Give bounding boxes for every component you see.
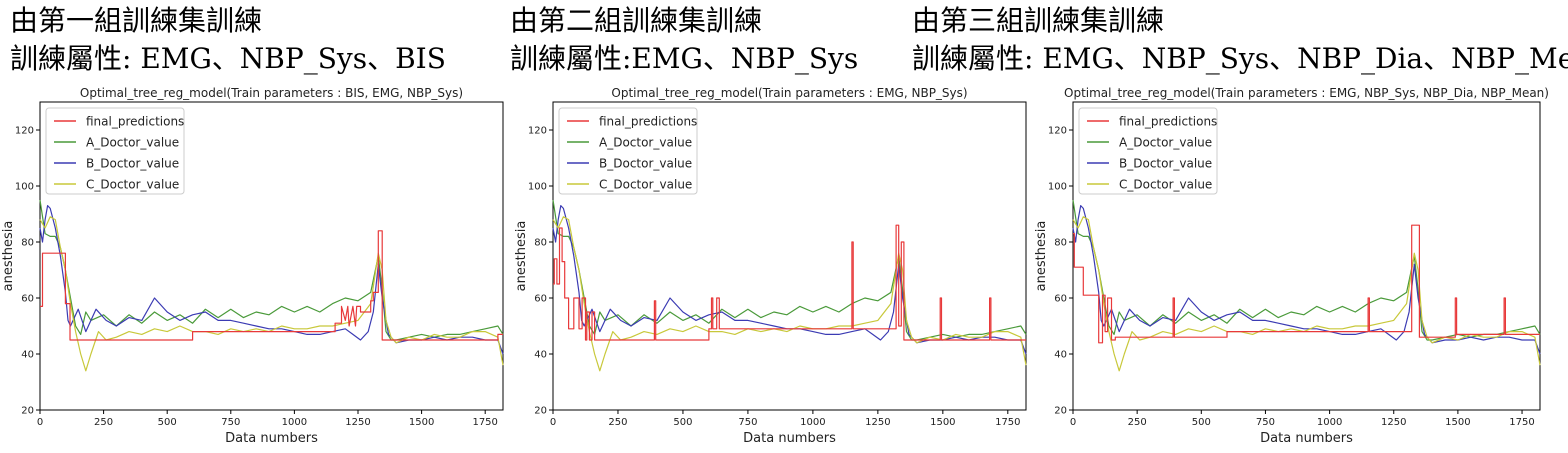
chart-3-caption-line1: 由第三組訓練集訓練 xyxy=(912,4,1165,37)
chart-3-legend-box xyxy=(1078,107,1218,195)
chart-3-ytick-label: 120 xyxy=(1048,126,1067,137)
chart-3-series-b-doctor-value xyxy=(1072,204,1541,355)
chart-2-ylabel: anesthesia xyxy=(514,221,529,292)
chart-3-ytick-label: 100 xyxy=(1048,182,1067,193)
chart-1-ytick-label: 80 xyxy=(21,238,34,249)
chart-3-ylabel: anesthesia xyxy=(1034,221,1049,292)
chart-2-series-final-predictions xyxy=(553,224,1026,341)
chart-2: Optimal_tree_reg_model(Train parameters … xyxy=(514,86,1027,446)
chart-1-ytick-label: 60 xyxy=(21,294,34,305)
chart-1-legend-label: A_Doctor_value xyxy=(86,136,179,150)
chart-1-xtick-label: 750 xyxy=(221,417,240,428)
chart-1-ytick-label: 100 xyxy=(15,182,34,193)
chart-1-caption-line2: 訓練屬性: EMG、NBP_Sys、BIS xyxy=(10,42,446,75)
chart-2-ytick-label: 100 xyxy=(528,182,547,193)
chart-1-series-c-doctor-value xyxy=(39,216,504,372)
chart-1-title: Optimal_tree_reg_model(Train parameters … xyxy=(80,86,463,100)
chart-2-xtick-label: 250 xyxy=(608,417,627,428)
chart-1-caption: 由第一組訓練集訓練 訓練屬性: EMG、NBP_Sys、BIS xyxy=(10,2,446,78)
chart-2-ytick-label: 120 xyxy=(528,126,547,137)
chart-3-xtick-label: 250 xyxy=(1128,417,1147,428)
chart-3-xlabel: Data numbers xyxy=(1260,431,1353,446)
chart-1-legend-label: final_predictions xyxy=(86,115,184,129)
chart-3-xtick-label: 1750 xyxy=(1509,417,1534,428)
chart-2-xtick-label: 1750 xyxy=(995,417,1020,428)
chart-1-xtick-label: 250 xyxy=(94,417,113,428)
chart-3-caption: 由第三組訓練集訓練 訓練屬性: EMG、NBP_Sys、NBP_Dia、NBP_… xyxy=(912,2,1568,78)
chart-3-series-a-doctor-value xyxy=(1072,199,1541,341)
chart-1: Optimal_tree_reg_model(Train parameters … xyxy=(1,86,504,446)
chart-1-ytick-label: 40 xyxy=(21,350,34,361)
chart-2-xtick-label: 1000 xyxy=(800,417,825,428)
chart-1-xtick-label: 1750 xyxy=(472,417,497,428)
chart-3-legend-label: A_Doctor_value xyxy=(1119,136,1212,150)
chart-3-xtick-label: 1000 xyxy=(1317,417,1342,428)
chart-1-xtick-label: 0 xyxy=(37,417,43,428)
chart-3-xtick-label: 500 xyxy=(1192,417,1211,428)
chart-2-series-c-doctor-value xyxy=(552,216,1027,372)
chart-1-series-a-doctor-value xyxy=(39,199,504,341)
chart-1-legend-label: B_Doctor_value xyxy=(86,157,179,171)
chart-1-caption-line1: 由第一組訓練集訓練 xyxy=(10,4,263,37)
chart-3-legend-label: final_predictions xyxy=(1119,115,1217,129)
chart-2-caption-line1: 由第二組訓練集訓練 xyxy=(510,4,763,37)
chart-1-ytick-label: 20 xyxy=(21,406,34,417)
chart-1-xtick-label: 1000 xyxy=(282,417,307,428)
chart-3-xtick-label: 750 xyxy=(1256,417,1275,428)
chart-1-ylabel: anesthesia xyxy=(1,221,16,292)
chart-3-ytick-label: 20 xyxy=(1054,406,1067,417)
chart-2-caption-line2: 訓練屬性:EMG、NBP_Sys xyxy=(510,42,859,75)
chart-3-ytick-label: 80 xyxy=(1054,238,1067,249)
chart-2-ytick-label: 60 xyxy=(534,294,547,305)
chart-3-ytick-label: 60 xyxy=(1054,294,1067,305)
chart-2-series-a-doctor-value xyxy=(552,199,1027,341)
chart-3-xtick-label: 1250 xyxy=(1381,417,1406,428)
chart-2-ytick-label: 80 xyxy=(534,238,547,249)
chart-2-xtick-label: 1250 xyxy=(865,417,890,428)
chart-3-caption-line2: 訓練屬性: EMG、NBP_Sys、NBP_Dia、NBP_Mean xyxy=(912,42,1568,75)
chart-1-legend-box xyxy=(45,107,185,195)
chart-1-xtick-label: 1250 xyxy=(345,417,370,428)
chart-2-legend-label: C_Doctor_value xyxy=(599,178,692,192)
chart-2-xtick-label: 1500 xyxy=(930,417,955,428)
chart-2-xtick-label: 500 xyxy=(673,417,692,428)
chart-3-series-final-predictions xyxy=(1073,224,1540,344)
chart-3-title: Optimal_tree_reg_model(Train parameters … xyxy=(1064,86,1549,100)
chart-1-xtick-label: 500 xyxy=(158,417,177,428)
chart-1-xlabel: Data numbers xyxy=(225,431,318,446)
chart-3-legend-label: C_Doctor_value xyxy=(1119,178,1212,192)
chart-3-xtick-label: 0 xyxy=(1070,417,1076,428)
chart-3: Optimal_tree_reg_model(Train parameters … xyxy=(1034,86,1549,446)
chart-1-series-final-predictions xyxy=(40,230,503,341)
chart-2-legend-label: final_predictions xyxy=(599,115,697,129)
chart-2-caption: 由第二組訓練集訓練 訓練屬性:EMG、NBP_Sys xyxy=(510,2,858,78)
chart-2-xtick-label: 0 xyxy=(550,417,556,428)
chart-3-legend-label: B_Doctor_value xyxy=(1119,157,1212,171)
chart-3-ytick-label: 40 xyxy=(1054,350,1067,361)
chart-2-ytick-label: 40 xyxy=(534,350,547,361)
chart-2-xtick-label: 750 xyxy=(738,417,757,428)
chart-2-legend-label: A_Doctor_value xyxy=(599,136,692,150)
chart-1-legend-label: C_Doctor_value xyxy=(86,178,179,192)
chart-2-legend-box xyxy=(558,107,698,195)
chart-1-ytick-label: 120 xyxy=(15,126,34,137)
chart-1-xtick-label: 1500 xyxy=(409,417,434,428)
chart-2-ytick-label: 20 xyxy=(534,406,547,417)
chart-3-xtick-label: 1500 xyxy=(1445,417,1470,428)
chart-2-title: Optimal_tree_reg_model(Train parameters … xyxy=(611,86,967,100)
chart-2-xlabel: Data numbers xyxy=(743,431,836,446)
chart-2-legend-label: B_Doctor_value xyxy=(599,157,692,171)
